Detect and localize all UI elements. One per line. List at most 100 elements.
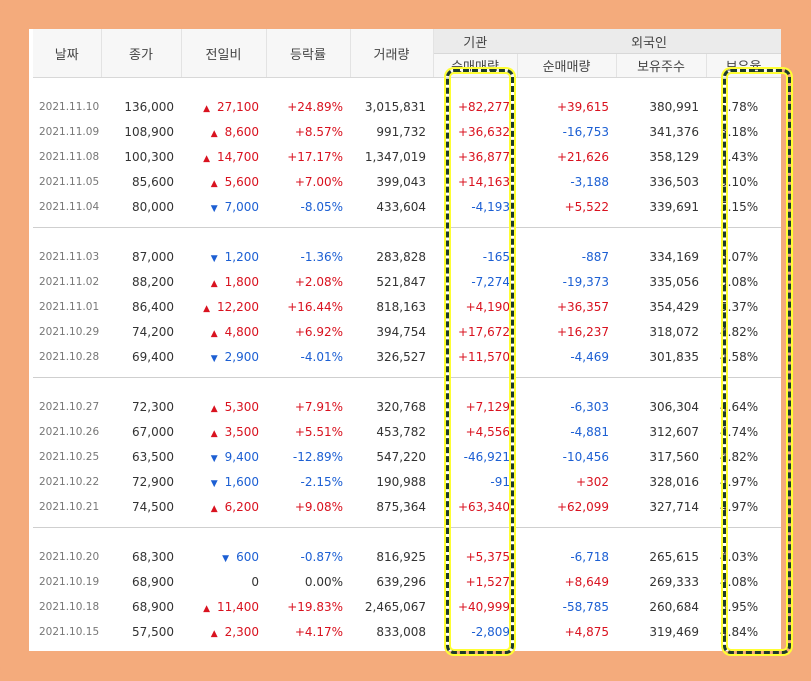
cell-inst-net: -165: [482, 249, 510, 264]
cell-close: 85,600: [132, 174, 174, 189]
cell-date: 2021.10.19: [39, 575, 100, 588]
cell-volume: 283,828: [376, 249, 426, 264]
cell-foreign-ratio: 3.95%: [720, 599, 759, 614]
cell-volume: 547,220: [376, 449, 426, 464]
cell-date: 2021.11.02: [39, 275, 100, 288]
cell-rate: +4.17%: [294, 624, 343, 639]
cell-foreign-ratio: 4.03%: [720, 549, 759, 564]
header-foreign-net: 순매매량: [517, 53, 617, 78]
cell-inst-net: -7,274: [471, 274, 510, 289]
cell-date: 2021.10.20: [39, 550, 100, 563]
cell-close: 67,000: [132, 424, 174, 439]
cell-rate: -1.36%: [300, 249, 343, 264]
table-row: 2021.10.29 74,200 4,800 +6.92% 394,754 +17,67…: [33, 319, 781, 344]
cell-foreign-net: +4,875: [564, 624, 609, 639]
cell-foreign-ratio: 5.10%: [720, 174, 759, 189]
cell-volume: 991,732: [376, 124, 426, 139]
cell-change: 1,200: [181, 244, 266, 269]
cell-volume: 433,604: [376, 199, 426, 214]
cell-foreign-holdings: 269,333: [649, 574, 699, 589]
cell-foreign-ratio: 4.97%: [720, 474, 759, 489]
cell-foreign-ratio: 5.08%: [720, 274, 759, 289]
cell-date: 2021.10.21: [39, 500, 100, 513]
cell-volume: 190,988: [376, 474, 426, 489]
cell-close: 55,200: [101, 644, 181, 652]
table-row: 2021.10.25 63,500 9,400 -12.89% 547,220 -46,9…: [33, 444, 781, 469]
cell-volume: 818,163: [376, 299, 426, 314]
table-row: 2021.11.05 85,600 5,600 +7.00% 399,043 +14,16…: [33, 169, 781, 194]
table-row: 2021.11.01 86,400 12,200 +16.44% 818,163 +4,1…: [33, 294, 781, 319]
table-row: 2021.11.09 108,900 8,600 +8.57% 991,732 +36,6…: [33, 119, 781, 144]
table-row: 2021.11.08 100,300 14,700 +17.17% 1,347,019 +…: [33, 144, 781, 169]
cell-close: 100,300: [124, 149, 174, 164]
cell-inst-net: +36,632: [457, 124, 510, 139]
cell-foreign-ratio: 5.18%: [720, 124, 759, 139]
cell-close: 57,500: [132, 624, 174, 639]
cell-foreign-holdings: 328,016: [649, 474, 699, 489]
cell-rate: +17.17%: [287, 149, 343, 164]
cell-foreign-net: +5,522: [564, 199, 609, 214]
cell-foreign-net: -58,785: [562, 599, 609, 614]
cell-foreign-ratio: 4.82%: [720, 449, 759, 464]
cell-change: 2,900: [181, 344, 266, 369]
cell-foreign-holdings: 341,376: [649, 124, 699, 139]
cell-foreign-net: -887: [581, 249, 609, 264]
daily-trading-table: 날짜 종가 전일비 등락률 거래량 기관 외국인 순매매량 순매매량 보유주수 …: [33, 29, 781, 651]
cell-foreign-holdings: 306,304: [649, 399, 699, 414]
cell-change: 600: [181, 544, 266, 569]
cell-foreign-holdings: 358,129: [649, 149, 699, 164]
cell-close: 88,200: [132, 274, 174, 289]
cell-foreign-net: -6,303: [570, 399, 609, 414]
cell-volume: 521,847: [376, 274, 426, 289]
header-group-foreigner: 외국인: [517, 29, 781, 54]
header-change: 전일비: [181, 29, 267, 78]
cell-change: 14,700: [181, 144, 266, 169]
cell-date: 2021.11.10: [39, 100, 100, 113]
cell-volume: 1,615,077: [350, 644, 433, 652]
cell-foreign-ratio: 5.15%: [720, 199, 759, 214]
cell-foreign-ratio: 5.78%: [720, 99, 759, 114]
cell-change: 1,800: [181, 269, 266, 294]
cell-inst-net: +17,672: [457, 324, 510, 339]
cell-foreign-net: -4,881: [570, 424, 609, 439]
cell-foreign-ratio: 4.08%: [720, 574, 759, 589]
cell-rate: +5.51%: [294, 424, 343, 439]
table-row: 2021.11.03 87,000 1,200 -1.36% 283,828 -165 -8…: [33, 244, 781, 269]
cell-close: 74,200: [132, 324, 174, 339]
cell-date: 2021.10.25: [39, 450, 100, 463]
cell-foreign-ratio: 4.82%: [720, 324, 759, 339]
cell-change: 9,400: [181, 444, 266, 469]
cell-close: 108,900: [124, 124, 174, 139]
table-row: 2021.11.10 136,000 27,100 +24.89% 3,015,831 +…: [33, 94, 781, 119]
cell-foreign-holdings: 318,072: [649, 324, 699, 339]
cell-change: 0: [251, 574, 259, 589]
cell-rate: -8.05%: [300, 199, 343, 214]
cell-foreign-ratio: 5.37%: [720, 299, 759, 314]
cell-foreign-ratio: 4.74%: [720, 424, 759, 439]
cell-rate: -4.01%: [300, 349, 343, 364]
cell-date: 2021.11.04: [39, 200, 100, 213]
cell-change: 3,500: [181, 419, 266, 444]
cell-rate: +7.91%: [294, 399, 343, 414]
cell-rate: +13.81%: [266, 644, 350, 652]
cell-foreign-net: -3,188: [570, 174, 609, 189]
cell-date: 2021.10.28: [39, 350, 100, 363]
cell-date: 2021.10.29: [39, 325, 100, 338]
cell-date: 2021.11.05: [39, 175, 100, 188]
cell-foreign-ratio: 4.97%: [720, 499, 759, 514]
cell-volume: 399,043: [376, 174, 426, 189]
cell-inst-net: +63,340: [457, 499, 510, 514]
header-rate: 등락률: [266, 29, 351, 78]
cell-change: 7,000: [181, 194, 266, 219]
cell-foreign-ratio: 4.84%: [720, 624, 759, 639]
cell-rate: +8.57%: [294, 124, 343, 139]
cell-volume: 833,008: [376, 624, 426, 639]
table-row: 2021.10.20 68,300 600 -0.87% 816,925 +5,375 -6…: [33, 544, 781, 569]
cell-foreign-holdings: 317,560: [649, 449, 699, 464]
cell-rate: +7.00%: [294, 174, 343, 189]
cell-close: 68,900: [132, 574, 174, 589]
cell-date: 2021.11.01: [39, 300, 100, 313]
cell-inst-net: +7,129: [465, 399, 510, 414]
cell-foreign-net: +46,310: [517, 644, 616, 652]
